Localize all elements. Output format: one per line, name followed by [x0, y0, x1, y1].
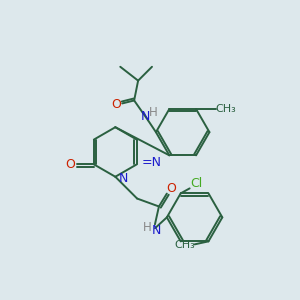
- Text: H: H: [148, 106, 157, 119]
- Text: CH₃: CH₃: [174, 240, 195, 250]
- Text: O: O: [65, 158, 75, 171]
- Text: O: O: [166, 182, 176, 195]
- Text: =N: =N: [142, 156, 162, 169]
- Text: N: N: [140, 110, 150, 123]
- Text: CH₃: CH₃: [215, 104, 236, 114]
- Text: O: O: [111, 98, 121, 111]
- Text: N: N: [152, 224, 162, 237]
- Text: Cl: Cl: [190, 177, 203, 190]
- Text: H: H: [143, 221, 152, 234]
- Text: N: N: [118, 172, 128, 185]
